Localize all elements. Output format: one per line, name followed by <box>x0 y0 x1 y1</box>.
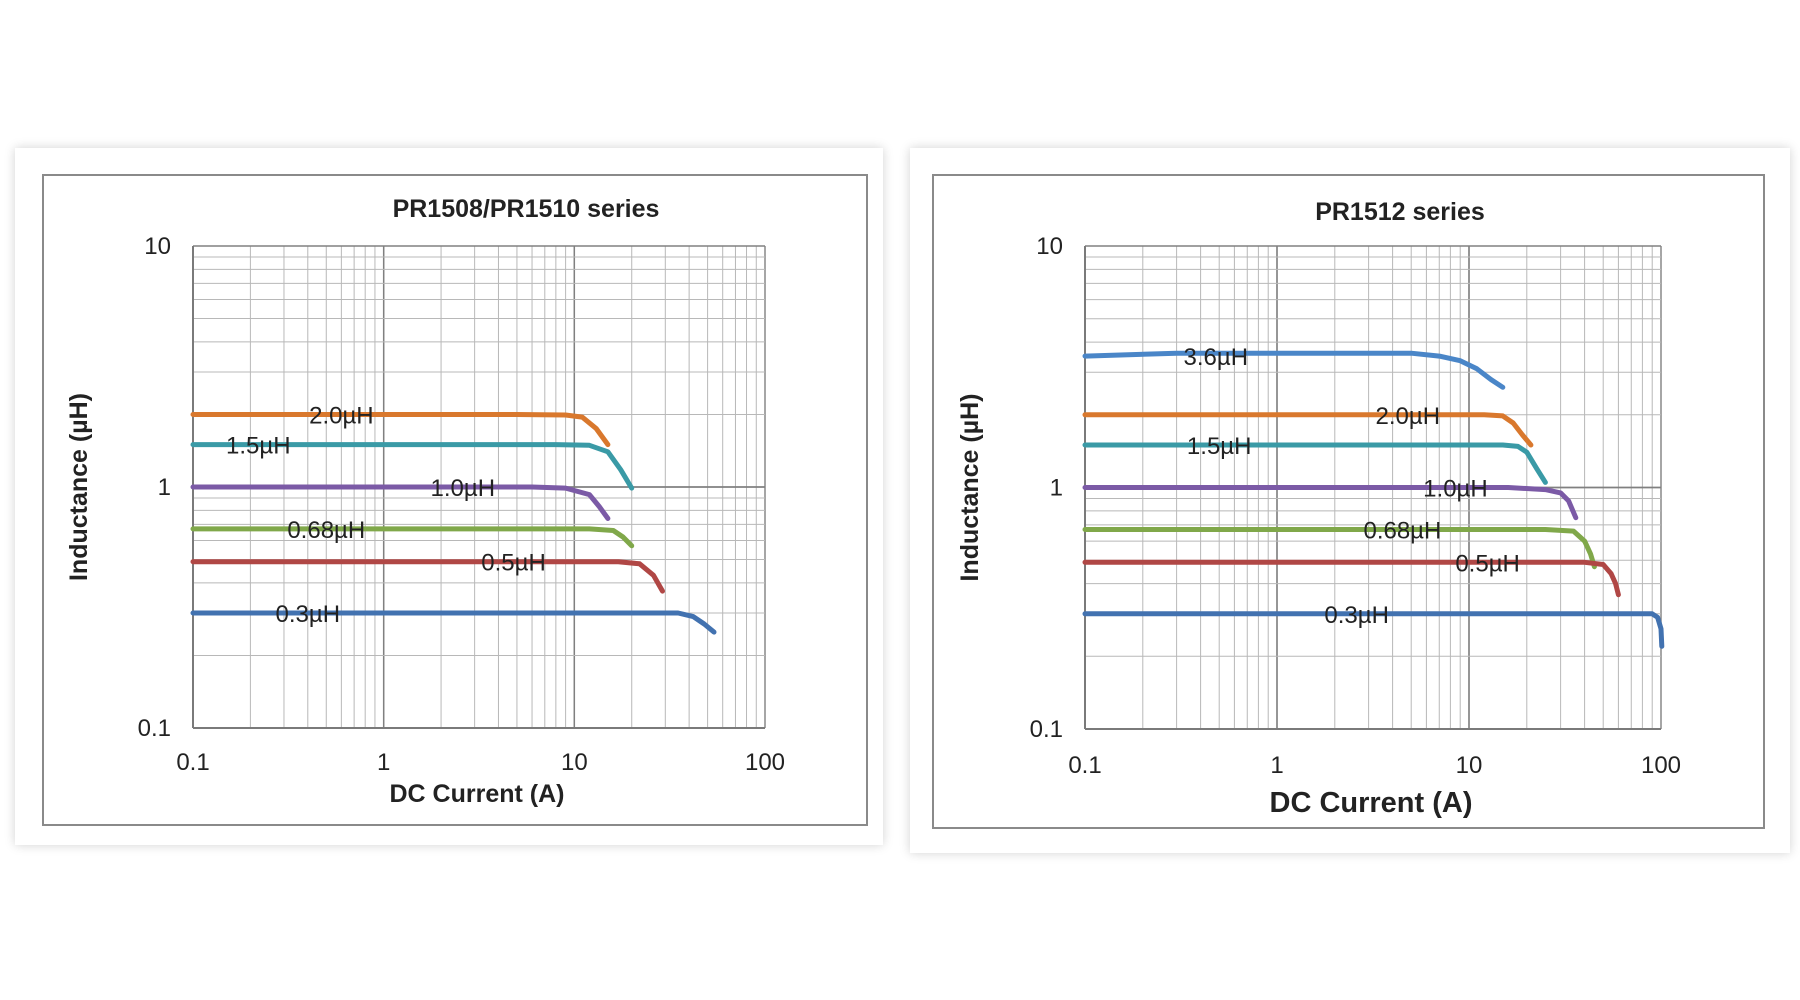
chart-panel-left: PR1508/PR1510 series 0.1 1 10 100 0.1 1 10 DC Cu… <box>15 148 883 845</box>
x-tick-label: 1 <box>377 749 390 776</box>
series-line <box>1082 412 1534 448</box>
series-line <box>190 559 665 594</box>
chart-left: PR1508/PR1510 series 0.1 1 10 100 0.1 1 10 DC Cu… <box>65 195 785 808</box>
y-tick-label: 10 <box>1036 233 1063 260</box>
chart-right: PR1512 series 0.1 1 10 100 0.1 1 10 DC Current (… <box>956 198 1681 819</box>
series-label: 1.0µH <box>431 475 496 502</box>
series-label: 0.68µH <box>287 517 365 544</box>
series-label: 0.3µH <box>1324 602 1389 629</box>
series-label: 1.0µH <box>1423 476 1488 503</box>
x-axis-title: DC Current (A) <box>1270 787 1473 819</box>
series-line <box>1082 350 1506 390</box>
series-label: 2.0µH <box>1376 403 1441 430</box>
series-label: 0.68µH <box>1363 518 1441 545</box>
y-axis-title: Inductance (µH) <box>65 393 93 581</box>
series-line <box>1082 485 1579 521</box>
x-tick-label: 0.1 <box>176 749 209 776</box>
series-line <box>1082 527 1597 570</box>
y-tick-label: 1 <box>1050 475 1063 502</box>
series-label: 2.0µH <box>309 402 374 429</box>
chart-frame <box>42 174 868 826</box>
series-label: 3.6µH <box>1184 344 1249 371</box>
chart-title: PR1512 series <box>1315 198 1485 226</box>
series-label: 0.5µH <box>481 550 546 577</box>
y-tick-label: 1 <box>158 474 171 501</box>
x-tick-label: 100 <box>745 749 785 776</box>
series-line <box>190 412 611 448</box>
x-tick-label: 100 <box>1641 752 1681 779</box>
y-tick-label: 0.1 <box>1030 716 1063 743</box>
x-tick-label: 10 <box>1456 752 1483 779</box>
x-tick-label: 1 <box>1270 752 1283 779</box>
series-line <box>190 610 717 635</box>
y-tick-label: 0.1 <box>138 715 171 742</box>
series-label: 1.5µH <box>226 433 291 460</box>
series-line <box>190 442 635 491</box>
series-label: 1.5µH <box>1187 433 1252 460</box>
series-line <box>1082 611 1665 649</box>
series-label: 0.3µH <box>276 601 341 628</box>
chart-title: PR1508/PR1510 series <box>393 195 660 223</box>
y-tick-label: 10 <box>144 233 171 260</box>
x-axis-title: DC Current (A) <box>390 780 565 808</box>
series-line <box>1082 442 1548 485</box>
series-line <box>1082 559 1621 598</box>
x-tick-label: 0.1 <box>1068 752 1101 779</box>
chart-frame <box>932 174 1765 829</box>
series-label: 0.5µH <box>1455 550 1520 577</box>
x-tick-label: 10 <box>561 749 588 776</box>
series-line <box>190 526 635 549</box>
y-axis-title: Inductance (µH) <box>956 393 984 581</box>
series-line <box>190 484 611 521</box>
chart-panel-right: PR1512 series 0.1 1 10 100 0.1 1 10 DC Current (… <box>910 148 1790 853</box>
